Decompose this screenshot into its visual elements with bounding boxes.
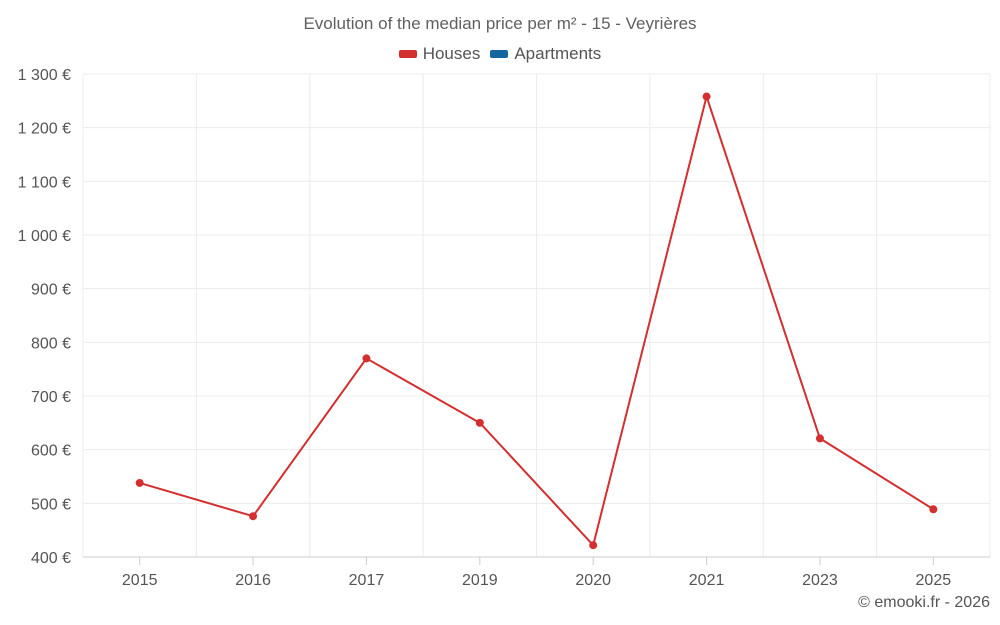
y-tick-label: 1 000 € — [18, 228, 71, 245]
chart-title: Evolution of the median price per m² - 1… — [303, 14, 697, 33]
y-tick-label: 500 € — [31, 496, 71, 513]
data-point — [135, 478, 144, 487]
y-tick-label: 900 € — [31, 282, 71, 299]
x-tick-label: 2025 — [916, 572, 952, 589]
y-tick-label: 1 300 € — [18, 67, 71, 84]
data-point — [929, 505, 938, 514]
y-tick-label: 700 € — [31, 389, 71, 406]
series-line-houses — [139, 95, 934, 547]
data-point — [475, 418, 484, 427]
data-point — [589, 541, 598, 550]
x-tick-label: 2020 — [575, 572, 611, 589]
credit-text: © emooki.fr - 2026 — [858, 594, 990, 611]
data-point — [249, 512, 258, 521]
legend-label-houses: Houses — [422, 44, 481, 63]
y-tick-label: 800 € — [31, 335, 71, 352]
legend-item-apartments[interactable]: Apartments — [490, 44, 601, 64]
legend: Houses Apartments — [0, 44, 1000, 64]
legend-label-apartments: Apartments — [514, 44, 602, 63]
x-tick-label: 2023 — [802, 572, 838, 589]
x-tick-label: 2021 — [689, 572, 725, 589]
x-tick-label: 2017 — [349, 572, 385, 589]
y-tick-label: 400 € — [31, 550, 71, 567]
legend-swatch-apartments — [490, 50, 509, 58]
y-tick-label: 1 100 € — [18, 174, 71, 191]
y-tick-label: 600 € — [31, 443, 71, 460]
x-axis: 2015 2016 2017 2019 2020 2021 2023 2025 — [83, 556, 990, 589]
x-tick-label: 2019 — [462, 572, 498, 589]
data-point — [815, 434, 824, 443]
legend-item-houses[interactable]: Houses — [398, 44, 481, 64]
data-point — [362, 354, 371, 363]
series-layer — [135, 92, 938, 550]
x-tick-label: 2015 — [122, 572, 158, 589]
y-axis: 400 € 500 € 600 € 700 € 800 € 900 € 1 000 € 1 1… — [18, 67, 71, 567]
legend-swatch-houses — [398, 50, 417, 58]
x-tick-label: 2016 — [235, 572, 271, 589]
data-point — [702, 92, 711, 101]
y-tick-label: 1 200 € — [18, 121, 71, 138]
grid-lines — [82, 73, 991, 558]
